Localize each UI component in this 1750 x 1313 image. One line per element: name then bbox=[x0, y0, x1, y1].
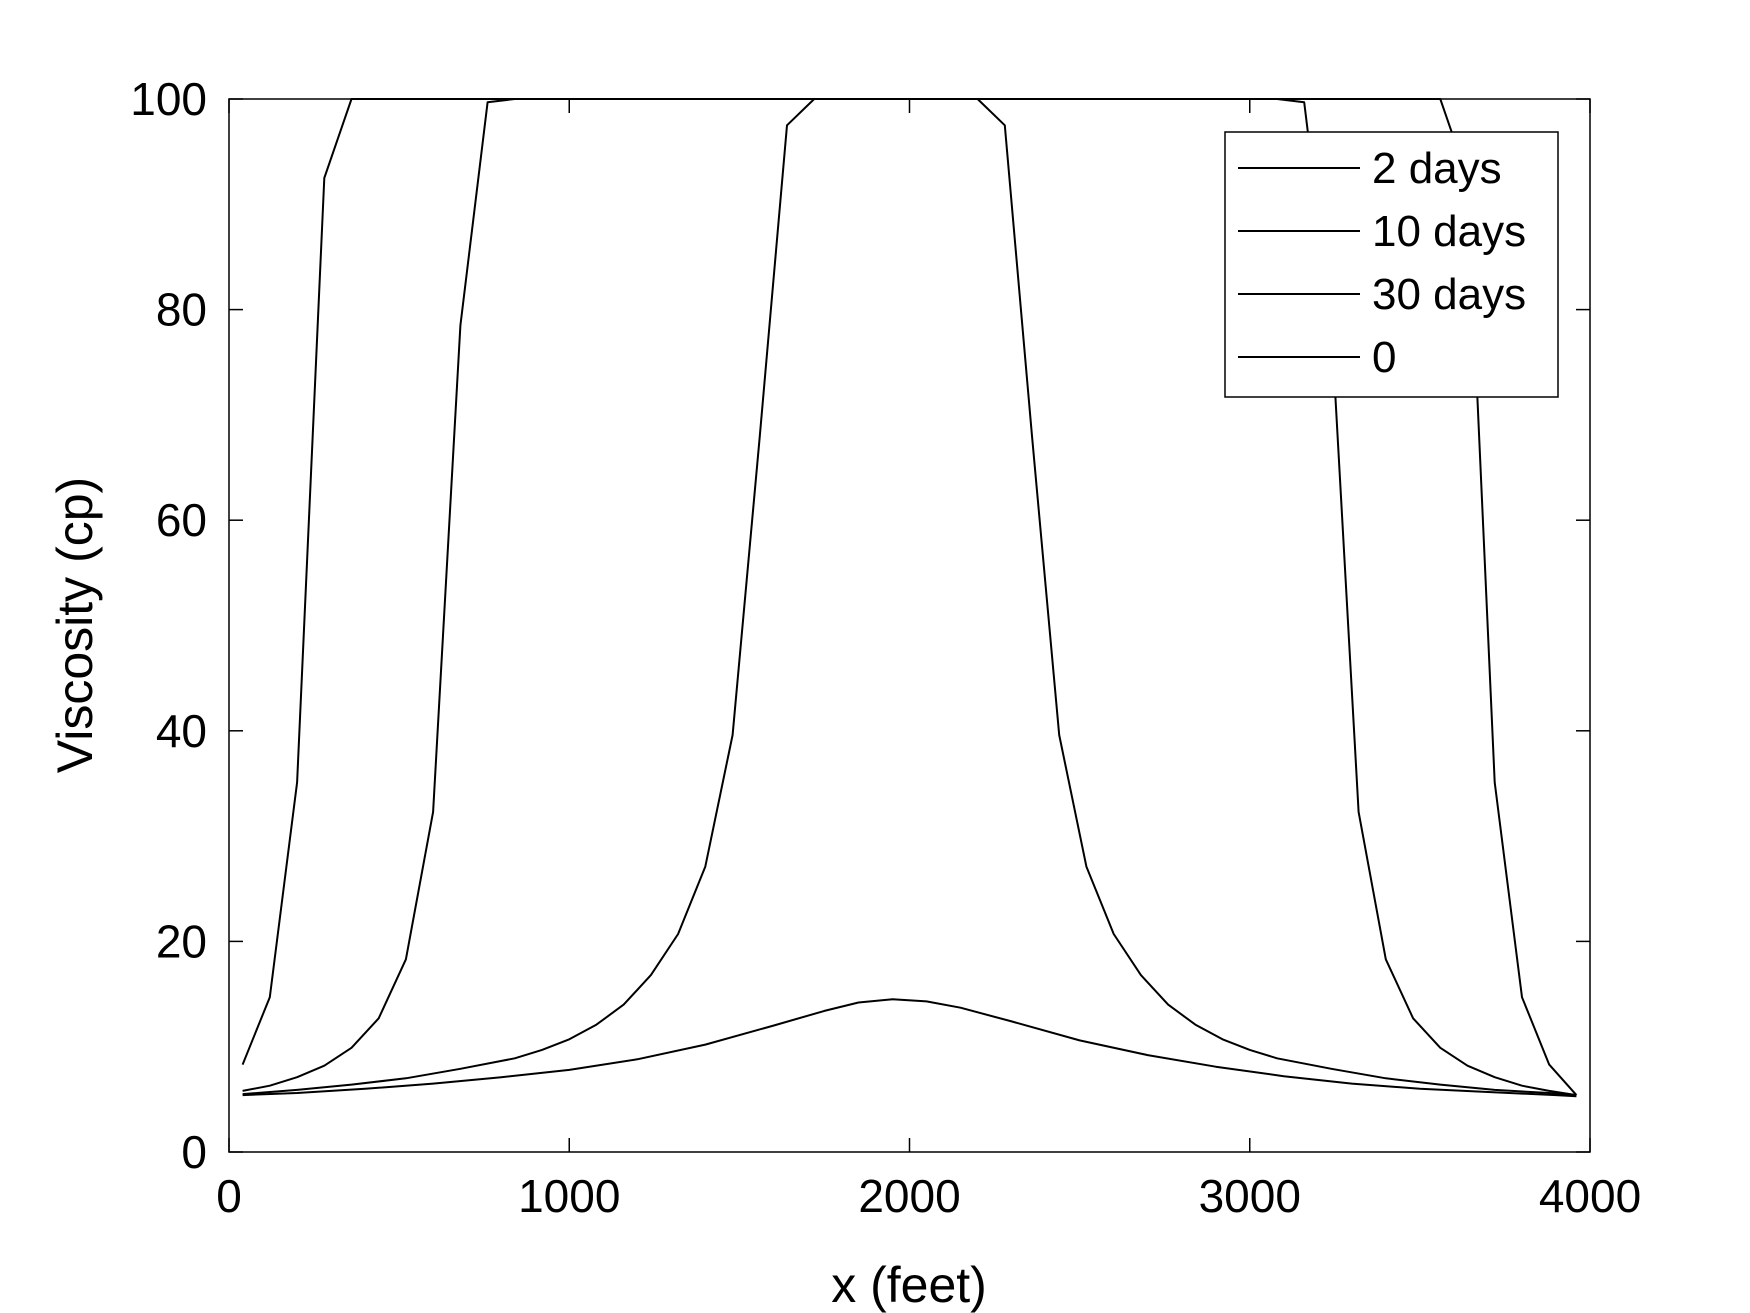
y-tick-label: 0 bbox=[181, 1126, 207, 1178]
y-tick-label: 60 bbox=[156, 494, 207, 546]
x-axis-label: x (feet) bbox=[831, 1257, 987, 1313]
legend: 2 days 10 days 30 days 0 bbox=[1224, 131, 1559, 398]
x-tick-label: 0 bbox=[216, 1170, 242, 1222]
x-tick-label: 3000 bbox=[1199, 1170, 1301, 1222]
y-tick-label: 80 bbox=[156, 284, 207, 336]
series-line-0 bbox=[242, 998, 1577, 1098]
legend-label: 10 days bbox=[1372, 207, 1526, 256]
axis-ticks: 0 1000 2000 3000 4000 0 20 40 60 80 100 bbox=[130, 73, 1641, 1222]
series-layer bbox=[241, 98, 1578, 1098]
legend-box bbox=[1224, 131, 1559, 398]
y-axis-label: Viscosity (cp) bbox=[47, 477, 103, 773]
x-tick-label: 2000 bbox=[858, 1170, 960, 1222]
series-line-30-days bbox=[242, 98, 1577, 1097]
legend-label: 2 days bbox=[1372, 144, 1502, 193]
legend-label: 0 bbox=[1372, 333, 1396, 382]
y-tick-label: 40 bbox=[156, 705, 207, 757]
legend-entries: 2 days 10 days 30 days 0 bbox=[1238, 144, 1526, 382]
y-tick-label: 100 bbox=[130, 73, 207, 125]
legend-label: 30 days bbox=[1372, 270, 1526, 319]
y-tick-label: 20 bbox=[156, 915, 207, 967]
x-tick-label: 1000 bbox=[518, 1170, 620, 1222]
x-tick-label: 4000 bbox=[1539, 1170, 1641, 1222]
